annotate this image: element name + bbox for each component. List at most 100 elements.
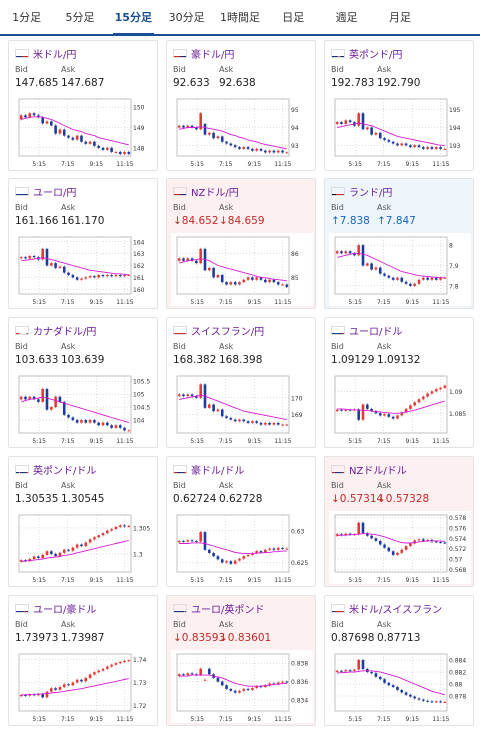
candle: [344, 409, 348, 411]
bid-value: 103.633: [15, 354, 59, 366]
candle: [238, 282, 241, 285]
candle: [417, 279, 421, 284]
candle: [45, 388, 49, 410]
pair-name[interactable]: ランド/円: [349, 187, 393, 199]
moving-average-line: [21, 396, 129, 424]
candle: [110, 275, 113, 277]
pair-name[interactable]: 豪ドル/円: [191, 49, 235, 61]
rate-card[interactable]: NZドル/円 Bid Ask ↓84.652 ↓84.659 86 85 5:15 7:15 9:…: [166, 178, 316, 309]
flag-icon: [173, 464, 187, 474]
pair-name[interactable]: ユーロ/円: [33, 187, 77, 199]
pair-name[interactable]: ユーロ/豪ドル: [33, 604, 97, 616]
tab-7[interactable]: 月足: [388, 11, 411, 24]
candle: [97, 275, 100, 278]
rate-card[interactable]: ユーロ/英ポンド Bid Ask ↓0.83593 ↓0.83601 0.838 0.836…: [166, 595, 316, 726]
rate-card[interactable]: 豪ドル/円 Bid Ask 92.633 92.638 95 94 93 5:15 7:15 9:1…: [166, 40, 316, 171]
candle: [378, 413, 382, 416]
x-tick-label: 9:15: [406, 438, 420, 445]
pair-name[interactable]: 英ポンド/円: [349, 49, 403, 61]
candle: [417, 539, 421, 541]
candle: [199, 113, 202, 130]
rate-card[interactable]: ユーロ/円 Bid Ask 161.166 161.170 164 163 162 161 160…: [8, 178, 158, 309]
candle: [45, 691, 49, 698]
ask-label: Ask: [377, 203, 392, 212]
card-header: ユーロ/円: [15, 184, 77, 199]
candle: [118, 275, 122, 277]
price-chart: 1.74 1.73 1.72 5:15 7:15 9:15 11:15: [13, 650, 155, 723]
tab-3[interactable]: 30分足: [168, 11, 205, 24]
pair-name[interactable]: ユーロ/ドル: [349, 326, 403, 338]
candle: [216, 677, 220, 682]
y-tick-label: 0.57: [449, 557, 463, 564]
candle: [41, 554, 44, 559]
rate-card[interactable]: 豪ドル/ドル Bid Ask 0.62724 0.62728 0.63 0.625 5:15 7…: [166, 456, 316, 587]
candle: [434, 147, 438, 149]
rate-card[interactable]: 米ドル/スイスフラン Bid Ask 0.87698 0.87713 0.884 0.882…: [324, 595, 474, 726]
candle: [71, 547, 75, 551]
rate-card[interactable]: NZドル/ドル Bid Ask ↓0.57314 ↓0.57328 0.578 0.576 0…: [324, 456, 474, 587]
candle: [383, 138, 386, 140]
candle: [106, 666, 109, 669]
candle: [220, 136, 224, 142]
x-tick-label: 7:15: [219, 161, 233, 168]
pair-name[interactable]: カナダドル/円: [33, 326, 97, 338]
rate-card[interactable]: スイスフラン/円 Bid Ask 168.382 168.398 170 169 5:15 7:…: [166, 317, 316, 448]
tab-5[interactable]: 日足: [282, 11, 305, 24]
rate-card[interactable]: ランド/円 Bid Ask ↑7.838 ↑7.847 8 7.9 7.8 5:15 7:15 9:…: [324, 178, 474, 309]
candle: [387, 682, 391, 686]
ask-value: 168.398: [219, 354, 263, 366]
tab-2[interactable]: 15分足: [106, 0, 160, 36]
price-chart: 0.578 0.576 0.574 0.572 0.57 0.568 5:15 7:15 9:1…: [329, 511, 471, 584]
candle: [378, 132, 382, 139]
candle: [366, 263, 369, 266]
y-tick-label: 0.578: [449, 515, 466, 522]
x-tick-label: 5:15: [32, 438, 46, 445]
candle: [391, 277, 395, 280]
candle: [268, 279, 271, 283]
pair-name[interactable]: ユーロ/英ポンド: [191, 604, 265, 616]
candle: [233, 145, 237, 148]
candle: [195, 396, 198, 398]
tab-0[interactable]: 1分足: [12, 11, 42, 24]
candle: [396, 143, 399, 146]
candle: [268, 548, 271, 550]
tab-4[interactable]: 1時間足: [219, 11, 260, 24]
pair-name[interactable]: 米ドル/スイスフラン: [349, 604, 443, 616]
candle: [50, 551, 53, 554]
pair-name[interactable]: NZドル/円: [191, 187, 239, 199]
price-chart: 1.305 1.3 5:15 7:15 9:15 11:15: [13, 511, 155, 584]
rate-card[interactable]: 英ポンド/ドル Bid Ask 1.30535 1.30545 1.305 1.3 5:15 7…: [8, 456, 158, 587]
ask-label: Ask: [61, 65, 76, 74]
candle: [216, 275, 220, 278]
rate-card[interactable]: カナダドル/円 Bid Ask 103.633 103.639 105.5 105 104.5…: [8, 317, 158, 448]
candle: [443, 148, 447, 150]
rate-card[interactable]: ユーロ/豪ドル Bid Ask 1.73973 1.73987 1.74 1.73 1.72 5…: [8, 595, 158, 726]
candle: [24, 257, 27, 259]
candle: [101, 422, 105, 426]
rate-card[interactable]: ユーロ/ドル Bid Ask 1.09129 1.09132 1.09 1.085 5:15 7…: [324, 317, 474, 448]
y-tick-label: 0.884: [449, 658, 466, 665]
x-tick-label: 9:15: [248, 299, 262, 306]
pair-name[interactable]: NZドル/ドル: [349, 465, 407, 477]
pair-name[interactable]: 英ポンド/ドル: [33, 465, 97, 477]
y-tick-label: 105: [133, 392, 145, 399]
tab-6[interactable]: 週足: [335, 11, 358, 24]
x-tick-label: 9:15: [248, 716, 262, 723]
pair-name[interactable]: スイスフラン/円: [191, 326, 265, 338]
candle: [45, 248, 49, 266]
pair-name[interactable]: 米ドル/円: [33, 49, 77, 61]
candle: [24, 695, 27, 697]
tab-1[interactable]: 5分足: [65, 11, 95, 24]
candle: [186, 540, 190, 542]
candle: [413, 540, 416, 544]
price-chart: 170 169 5:15 7:15 9:15 11:15: [171, 372, 313, 445]
x-tick-label: 11:15: [432, 577, 449, 584]
candle: [106, 422, 109, 426]
candle: [19, 695, 23, 697]
flag-icon: [173, 186, 187, 196]
rate-card[interactable]: 米ドル/円 Bid Ask 147.685 147.687 150 149 148 5:15 7:…: [8, 40, 158, 171]
pair-name[interactable]: 豪ドル/ドル: [191, 465, 245, 477]
rate-card[interactable]: 英ポンド/円 Bid Ask 192.783 192.790 195 194 193 5:15 7…: [324, 40, 474, 171]
chart-frame: [176, 375, 290, 434]
candle: [259, 422, 263, 425]
